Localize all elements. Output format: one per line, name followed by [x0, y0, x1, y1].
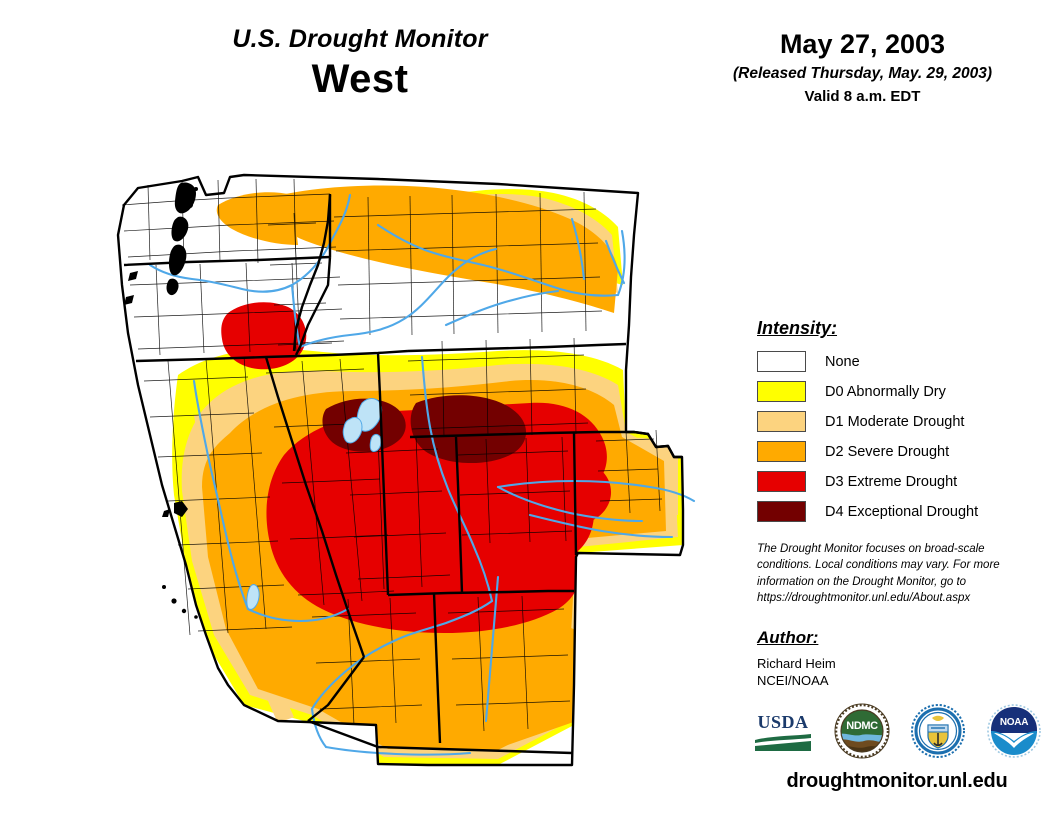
usda-logo: USDA: [752, 709, 814, 753]
legend-swatch-d4: [757, 501, 806, 522]
county-boundaries: [121, 178, 663, 732]
region-title: West: [311, 57, 409, 102]
header-date-block: May 27, 2003 (Released Thursday, May. 29…: [690, 29, 1035, 106]
legend-item-d2: D2 Severe Drought: [757, 439, 1032, 464]
legend-item-d4: D4 Exceptional Drought: [757, 499, 1032, 524]
lakes-layer: [246, 398, 383, 610]
author-panel: Author: Richard Heim NCEI/NOAA: [757, 628, 1017, 689]
author-heading: Author:: [757, 628, 819, 647]
noaa-logo: NOAA: [987, 704, 1041, 758]
legend-item-none: None: [757, 349, 1032, 374]
legend-swatch-d2: [757, 441, 806, 462]
ndmc-logo: NDMC: [834, 703, 890, 759]
legend-item-d3: D3 Extreme Drought: [757, 469, 1032, 494]
legend-label-d3: D3 Extreme Drought: [825, 473, 958, 490]
legend-item-d0: D0 Abnormally Dry: [757, 379, 1032, 404]
valid-date: May 27, 2003: [779, 29, 946, 59]
state-boundaries: [116, 173, 685, 767]
disclaimer-text: The Drought Monitor focuses on broad-sca…: [757, 543, 1000, 604]
svg-text:USDA: USDA: [757, 712, 808, 732]
header-title-block: U.S. Drought Monitor West: [150, 26, 570, 102]
legend-swatch-d0: [757, 381, 806, 402]
valid-time: Valid 8 a.m. EDT: [804, 88, 921, 106]
partner-logos: USDA NDMC: [752, 700, 1042, 762]
legend-swatch-d1: [757, 411, 806, 432]
legend-swatch-none: [757, 351, 806, 372]
product-title: U.S. Drought Monitor: [232, 25, 488, 53]
legend-item-d1: D1 Moderate Drought: [757, 409, 1032, 434]
site-url[interactable]: droughtmonitor.unl.edu: [786, 770, 1008, 792]
drought-map: [78, 165, 728, 785]
svg-text:NDMC: NDMC: [846, 720, 878, 732]
svg-text:NOAA: NOAA: [1000, 717, 1028, 728]
intensity-legend: Intensity: None D0 Abnormally Dry D1 Mod…: [757, 318, 1032, 529]
puget-sound-detail: [124, 182, 198, 619]
drought-intensity-layer: [172, 185, 683, 765]
legend-label-d1: D1 Moderate Drought: [825, 413, 965, 430]
legend-label-none: None: [825, 353, 860, 370]
author-affiliation: NCEI/NOAA: [757, 673, 829, 689]
usdc-seal-logo: [911, 704, 965, 758]
legend-heading: Intensity:: [757, 318, 838, 338]
legend-label-d0: D0 Abnormally Dry: [825, 383, 946, 400]
drought-area-d3: [221, 302, 612, 633]
release-date: (Released Thursday, May. 29, 2003): [732, 64, 993, 82]
author-name: Richard Heim: [757, 656, 836, 671]
legend-label-d2: D2 Severe Drought: [825, 443, 950, 460]
legend-swatch-d3: [757, 471, 806, 492]
legend-label-d4: D4 Exceptional Drought: [825, 503, 979, 520]
